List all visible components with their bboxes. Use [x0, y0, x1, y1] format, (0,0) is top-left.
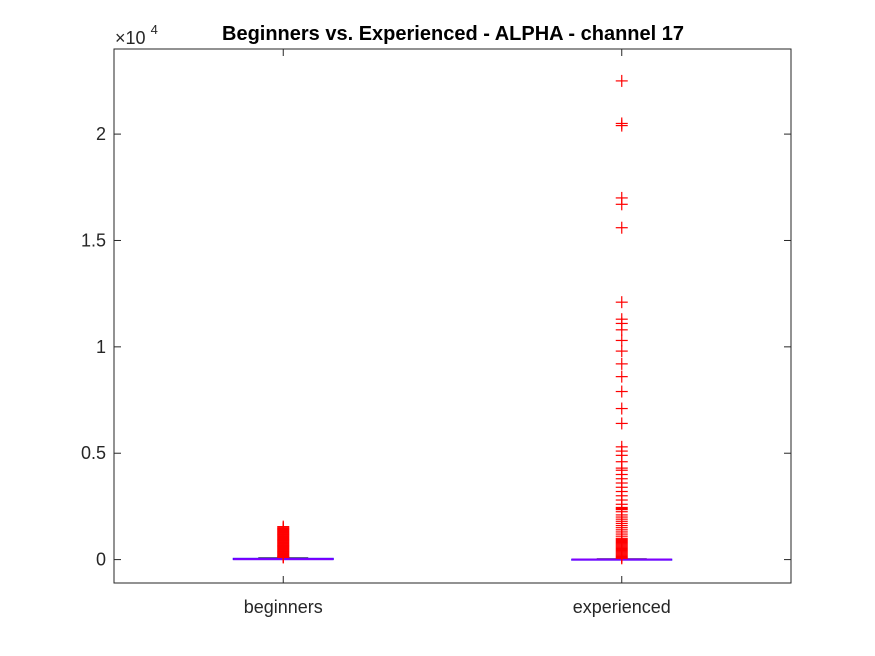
outlier-point: [615, 323, 628, 336]
outlier-point: [615, 357, 628, 370]
x-tick-label-beginners: beginners: [244, 597, 323, 617]
outlier-point: [615, 385, 628, 398]
outlier-point: [615, 74, 628, 87]
outlier-point: [615, 119, 628, 132]
box-series: [232, 74, 673, 565]
plot-area: [113, 48, 792, 584]
y-tick-label: 0: [96, 550, 106, 570]
box-beginners: [232, 520, 334, 564]
y-tick-label: 1.5: [81, 230, 106, 250]
outlier-point: [615, 296, 628, 309]
y-exponent-base: ×10: [115, 28, 146, 48]
outlier-point: [615, 198, 628, 211]
outlier-point: [277, 551, 290, 564]
y-exponent-label: ×10 4: [115, 22, 158, 48]
outlier-point: [615, 334, 628, 347]
box-experienced: [571, 74, 673, 565]
y-exponent-power: 4: [151, 22, 158, 37]
y-axis: 0 0.5 1 1.5 2: [81, 124, 791, 570]
x-tick-label-experienced: experienced: [573, 597, 671, 617]
chart-title: Beginners vs. Experienced - ALPHA - chan…: [222, 23, 684, 45]
y-tick-label: 1: [96, 337, 106, 357]
y-tick-label: 0.5: [81, 443, 106, 463]
outlier-point: [615, 345, 628, 358]
outlier-point: [615, 221, 628, 234]
outlier-point: [615, 417, 628, 430]
outlier-point: [615, 370, 628, 383]
outlier-point: [615, 402, 628, 415]
y-tick-label: 2: [96, 124, 106, 144]
outlier-point: [615, 552, 628, 565]
x-axis: beginners experienced: [244, 49, 671, 617]
